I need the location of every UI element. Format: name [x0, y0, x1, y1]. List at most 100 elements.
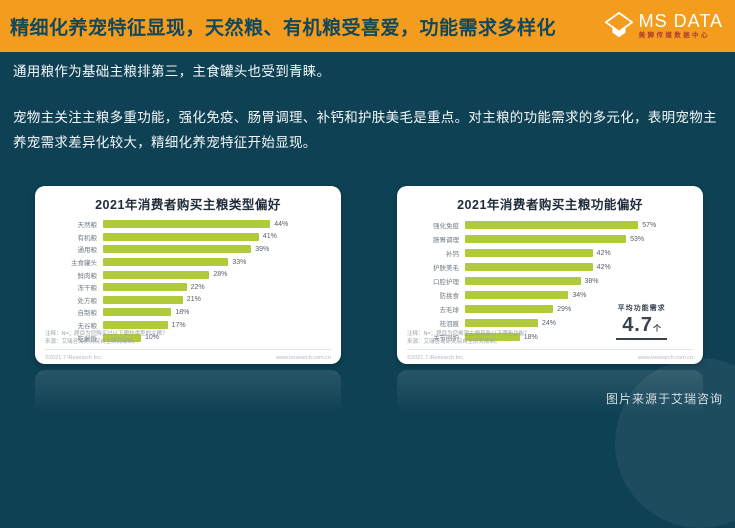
chart-card-food-function: 2021年消费者购买主粮功能偏好 平均功能需求 4.7个 强化免疫 57% 肠胃调理…	[397, 186, 703, 364]
bar	[465, 235, 627, 243]
bar	[103, 232, 259, 241]
bar-category-label: 冻干粮	[77, 285, 98, 293]
bar	[465, 333, 520, 341]
chart-row: 有机粮 41%	[45, 232, 331, 242]
bar-category-label: 鲜肉粮	[77, 272, 98, 280]
bar	[465, 319, 538, 327]
paragraph-function-demand: 宠物主关注主粮多重功能，强化免疫、肠胃调理、补钙和护肤美毛是重点。对主粮的功能需…	[13, 110, 717, 150]
bar-track: 10%	[103, 333, 331, 342]
bar-category-label: 有机粮	[77, 234, 98, 242]
image-source-caption: 图片来源于艾瑞咨询	[605, 392, 723, 406]
bar-value-label: 34%	[572, 291, 587, 299]
bar	[103, 258, 229, 267]
bar-category-label: 护肤美毛	[433, 265, 459, 272]
bar	[103, 283, 187, 292]
annotation-label: 平均功能需求	[617, 305, 666, 312]
bar-value-label: 39%	[255, 245, 270, 253]
bar-value-label: 22%	[190, 283, 205, 291]
bar-category-label: 天然粮	[77, 222, 98, 230]
bar-category-label: 强化免疫	[433, 223, 459, 230]
card-reflection-left	[35, 370, 341, 414]
chart-card-food-type: 2021年消费者购买主粮类型偏好 天然粮 44% 有机粮 41% 通用粮 39% 主食罐头 3…	[35, 186, 341, 364]
ms-data-diamond-icon	[604, 11, 634, 41]
bar-category-label: 通用粮	[77, 247, 98, 255]
card-reflection-right	[397, 370, 703, 414]
bar-category-label: 无谷粮	[77, 323, 98, 331]
chart-footnote: 注释：N=；题目为您希望主粮具备以下哪些功能？ 来源：艾瑞咨询研究院自主研究绘制…	[407, 331, 693, 350]
bar-chart-food-function: 平均功能需求 4.7个 强化免疫 57% 肠胃调理 53% 补钙 42% 护肤美毛 42% 口腔…	[407, 218, 693, 344]
bar-value-label: 41%	[262, 233, 277, 241]
chart-row: 补钙 42%	[407, 248, 693, 258]
source-url-text: www.iresearch.com.cn	[637, 355, 693, 361]
copyright-text: ©2021.7 iResearch Inc.	[45, 355, 103, 361]
bar-category-label: 去毛球	[439, 307, 460, 314]
bar-track: 34%	[465, 291, 693, 299]
bar	[465, 277, 581, 285]
bar-category-label: 肠胃调理	[433, 237, 459, 244]
bar-track: 42%	[465, 263, 693, 271]
bar-category-label: 祛泪痕	[439, 321, 460, 328]
chart-row: 祛泪痕 24%	[407, 318, 693, 328]
bar	[103, 321, 168, 330]
bar-track: 18%	[103, 308, 331, 317]
bar	[103, 220, 271, 229]
bar	[103, 295, 183, 304]
chart-row: 护肤美毛 42%	[407, 262, 693, 272]
bar-category-label: 自制粮	[77, 310, 98, 318]
bar-value-label: 18%	[175, 308, 190, 316]
chart-title-food-function: 2021年消费者购买主粮功能偏好	[457, 198, 643, 212]
bar-category-label: 关节呵护	[433, 335, 459, 342]
bar-track: 41%	[103, 232, 331, 241]
bar-value-label: 42%	[596, 263, 611, 271]
bar-category-label: 主食罐头	[71, 260, 97, 268]
bar-category-label: 补钙	[446, 251, 459, 258]
chart-row: 无谷粮 17%	[45, 320, 331, 330]
chart-row: 肠胃调理 53%	[407, 234, 693, 244]
bar-track: 17%	[103, 321, 331, 330]
bar-track: 18%	[465, 333, 693, 341]
bar-category-label: 吃剩饭	[77, 335, 98, 343]
chart-row: 去毛球 29%	[407, 304, 693, 314]
header-banner: 精细化养宠特征显现，天然粮、有机粮受喜爱，功能需求多样化 MS DATA 美狮传…	[0, 0, 735, 52]
chart-row: 吃剩饭 10%	[45, 333, 331, 343]
paragraph-general-food: 通用粮作为基础主粮排第三，主食罐头也受到青睐。	[13, 64, 331, 79]
bar	[103, 245, 252, 254]
annotation-unit: 个	[653, 324, 661, 333]
bar-value-label: 17%	[171, 321, 186, 329]
bar-value-label: 21%	[186, 296, 201, 304]
chart-copyright-row: ©2021.7 iResearch Inc. www.iresearch.com…	[45, 355, 331, 361]
chart-row: 通用粮 39%	[45, 244, 331, 254]
footnote-line-1: 注释：N=；题目为您购买过以下哪些类型的主粮？	[45, 331, 168, 338]
chart-copyright-row: ©2021.7 iResearch Inc. www.iresearch.com…	[407, 355, 693, 361]
bar-track: 33%	[103, 258, 331, 267]
source-url-text: www.iresearch.com.cn	[275, 355, 331, 361]
bar-track: 53%	[465, 235, 693, 243]
bar-track: 42%	[465, 249, 693, 257]
chart-row: 强化免疫 57%	[407, 220, 693, 230]
bar-track: 21%	[103, 295, 331, 304]
bar-value-label: 53%	[630, 235, 645, 243]
bar-track: 44%	[103, 220, 331, 229]
bar	[465, 291, 569, 299]
bar-value-label: 33%	[232, 258, 247, 266]
chart-row: 关节呵护 18%	[407, 332, 693, 342]
bar	[465, 263, 593, 271]
logo-name: MS DATA	[638, 11, 723, 32]
chart-row: 处方粮 21%	[45, 295, 331, 305]
bar-track: 28%	[103, 270, 331, 279]
chart-row: 冻干粮 22%	[45, 282, 331, 292]
annotation-value: 4.7	[622, 314, 653, 336]
footnote-line-2: 来源：艾瑞咨询研究院自主研究绘制。	[407, 339, 501, 346]
bar-value-label: 44%	[274, 220, 289, 228]
bar-category-label: 处方粮	[77, 297, 98, 305]
bar-value-label: 57%	[642, 221, 657, 229]
bar-track: 22%	[103, 283, 331, 292]
bar-value-label: 42%	[596, 249, 611, 257]
chart-row: 口腔护理 38%	[407, 276, 693, 286]
bar	[465, 305, 554, 313]
bar-value-label: 10%	[144, 334, 159, 342]
bar	[465, 221, 639, 229]
chart-row: 自制粮 18%	[45, 307, 331, 317]
bar-track: 39%	[103, 245, 331, 254]
chart-row: 鲜肉粮 28%	[45, 270, 331, 280]
